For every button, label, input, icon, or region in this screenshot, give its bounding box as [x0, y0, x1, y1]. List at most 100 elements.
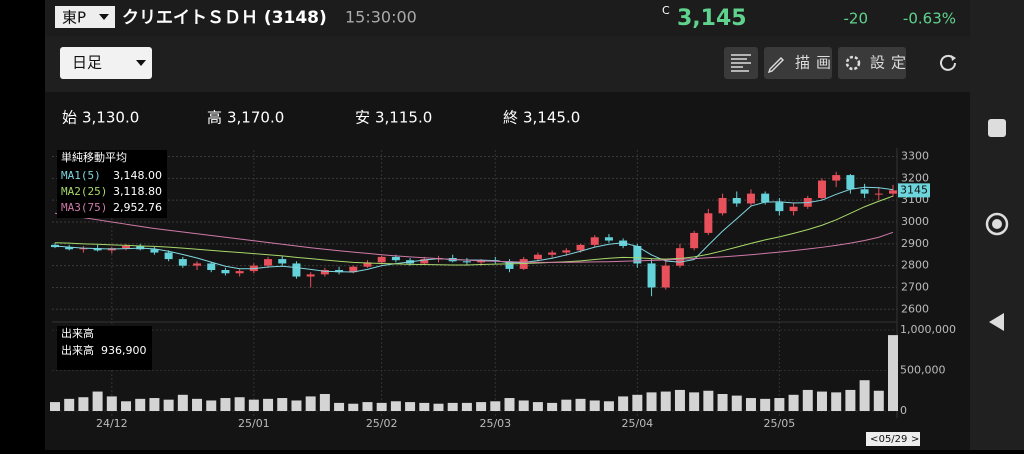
volume-bar — [390, 401, 401, 411]
nav-recent[interactable] — [988, 119, 1006, 137]
candle-body — [789, 206, 798, 212]
candle-body — [718, 198, 727, 214]
dropdown-arrow — [99, 14, 109, 20]
volume-bar — [859, 380, 870, 411]
volume-bar — [277, 398, 288, 411]
volume-bar — [532, 402, 543, 411]
dropdown-arrow — [136, 60, 146, 66]
y-tick-label: 500,000 — [900, 364, 946, 377]
volume-bar — [731, 395, 742, 411]
volume-bar — [177, 394, 188, 411]
ohlc-key: 始 — [62, 109, 77, 127]
volume-bar — [888, 335, 898, 411]
nav-back[interactable] — [989, 313, 1004, 331]
candle-body — [576, 244, 585, 251]
volume-bar — [518, 400, 529, 411]
settings-button[interactable] — [838, 47, 906, 79]
volume-bar — [291, 400, 302, 411]
candle-body — [846, 175, 855, 190]
market-select[interactable] — [55, 6, 115, 28]
candle-body — [860, 189, 869, 194]
candle-body — [363, 262, 372, 267]
candle-body — [832, 175, 841, 181]
volume-bar — [674, 389, 685, 411]
candle-body — [391, 256, 400, 261]
volume-bar — [745, 398, 756, 411]
candle-body — [590, 237, 599, 245]
vol-legend-value: 936,900 — [101, 344, 147, 357]
volume-bar — [816, 391, 827, 411]
change-pct: -0.63% — [903, 10, 956, 28]
last-price-tag — [898, 183, 930, 198]
nav-home-dot — [992, 219, 1002, 229]
volume-bar — [575, 398, 586, 411]
candle-body — [221, 270, 230, 274]
candle-body — [178, 259, 187, 266]
chart-panel — [45, 92, 970, 450]
volume-bar — [121, 401, 132, 411]
price: 3,145 — [677, 6, 747, 31]
legend-name: MA3(75) — [61, 201, 107, 214]
legend-name: MA2(25) — [61, 185, 107, 198]
volume-bar — [873, 390, 884, 411]
candle-body — [817, 180, 826, 198]
time: 15:30:00 — [345, 8, 417, 27]
x-tick-label: 25/05 — [764, 417, 796, 430]
volume-bar — [362, 402, 373, 411]
change: -20 — [844, 10, 869, 28]
candle-body — [690, 232, 699, 249]
volume-bar — [305, 396, 316, 411]
volume-bar — [689, 392, 700, 411]
candle-body — [604, 237, 613, 241]
volume-bar — [405, 402, 416, 411]
volume-bar — [234, 397, 245, 411]
volume-bar — [717, 393, 728, 411]
candle-body — [420, 259, 429, 264]
volume-bar — [561, 399, 572, 411]
candle-body — [335, 270, 344, 273]
volume-bar — [206, 400, 217, 411]
volume-bar — [419, 402, 430, 411]
candle-body — [661, 265, 670, 288]
volume-bar — [703, 390, 714, 411]
draw-button[interactable] — [764, 47, 832, 79]
y-tick-label: 3000 — [901, 215, 929, 228]
last-price-label: 3145 — [900, 183, 928, 196]
volume-bar — [774, 398, 785, 411]
candle-body — [761, 193, 770, 203]
x-tick-label: 25/01 — [238, 417, 270, 430]
volume-bar — [106, 396, 117, 411]
candle-body — [79, 248, 88, 250]
volume-bar — [831, 392, 842, 411]
candle-body — [746, 193, 755, 204]
nav-home[interactable] — [985, 212, 1009, 236]
y-tick-label: 3200 — [901, 171, 929, 184]
market: 東P — [62, 9, 86, 27]
volume-bar — [547, 402, 558, 411]
candle-body — [675, 248, 684, 266]
volume-bar — [135, 398, 146, 411]
y-tick-label: 3300 — [901, 150, 929, 163]
volume-bar — [433, 403, 444, 411]
candle-body — [533, 254, 542, 260]
volume-bar — [632, 394, 643, 411]
candle-body — [874, 193, 883, 195]
vol-legend-title: 出来高 — [61, 326, 94, 340]
legend-name: MA1(5) — [61, 169, 101, 182]
pen-icon — [767, 57, 784, 74]
y-tick-label: 0 — [900, 404, 907, 417]
volume-bar — [376, 402, 387, 411]
ohlc-key: 終 — [503, 109, 518, 127]
refresh-icon[interactable] — [940, 54, 956, 71]
candle-body — [193, 263, 202, 266]
volume-bar — [660, 391, 671, 411]
period-select[interactable] — [60, 47, 152, 79]
ma-legend-box — [57, 150, 167, 218]
period: 日足 — [72, 54, 102, 72]
ohlc-value: 3,170.0 — [227, 109, 284, 127]
ohlc-value: 3,145.0 — [523, 109, 580, 127]
date-bracket: > — [911, 434, 919, 445]
volume-bar — [589, 400, 600, 411]
volume-bar — [845, 389, 856, 411]
